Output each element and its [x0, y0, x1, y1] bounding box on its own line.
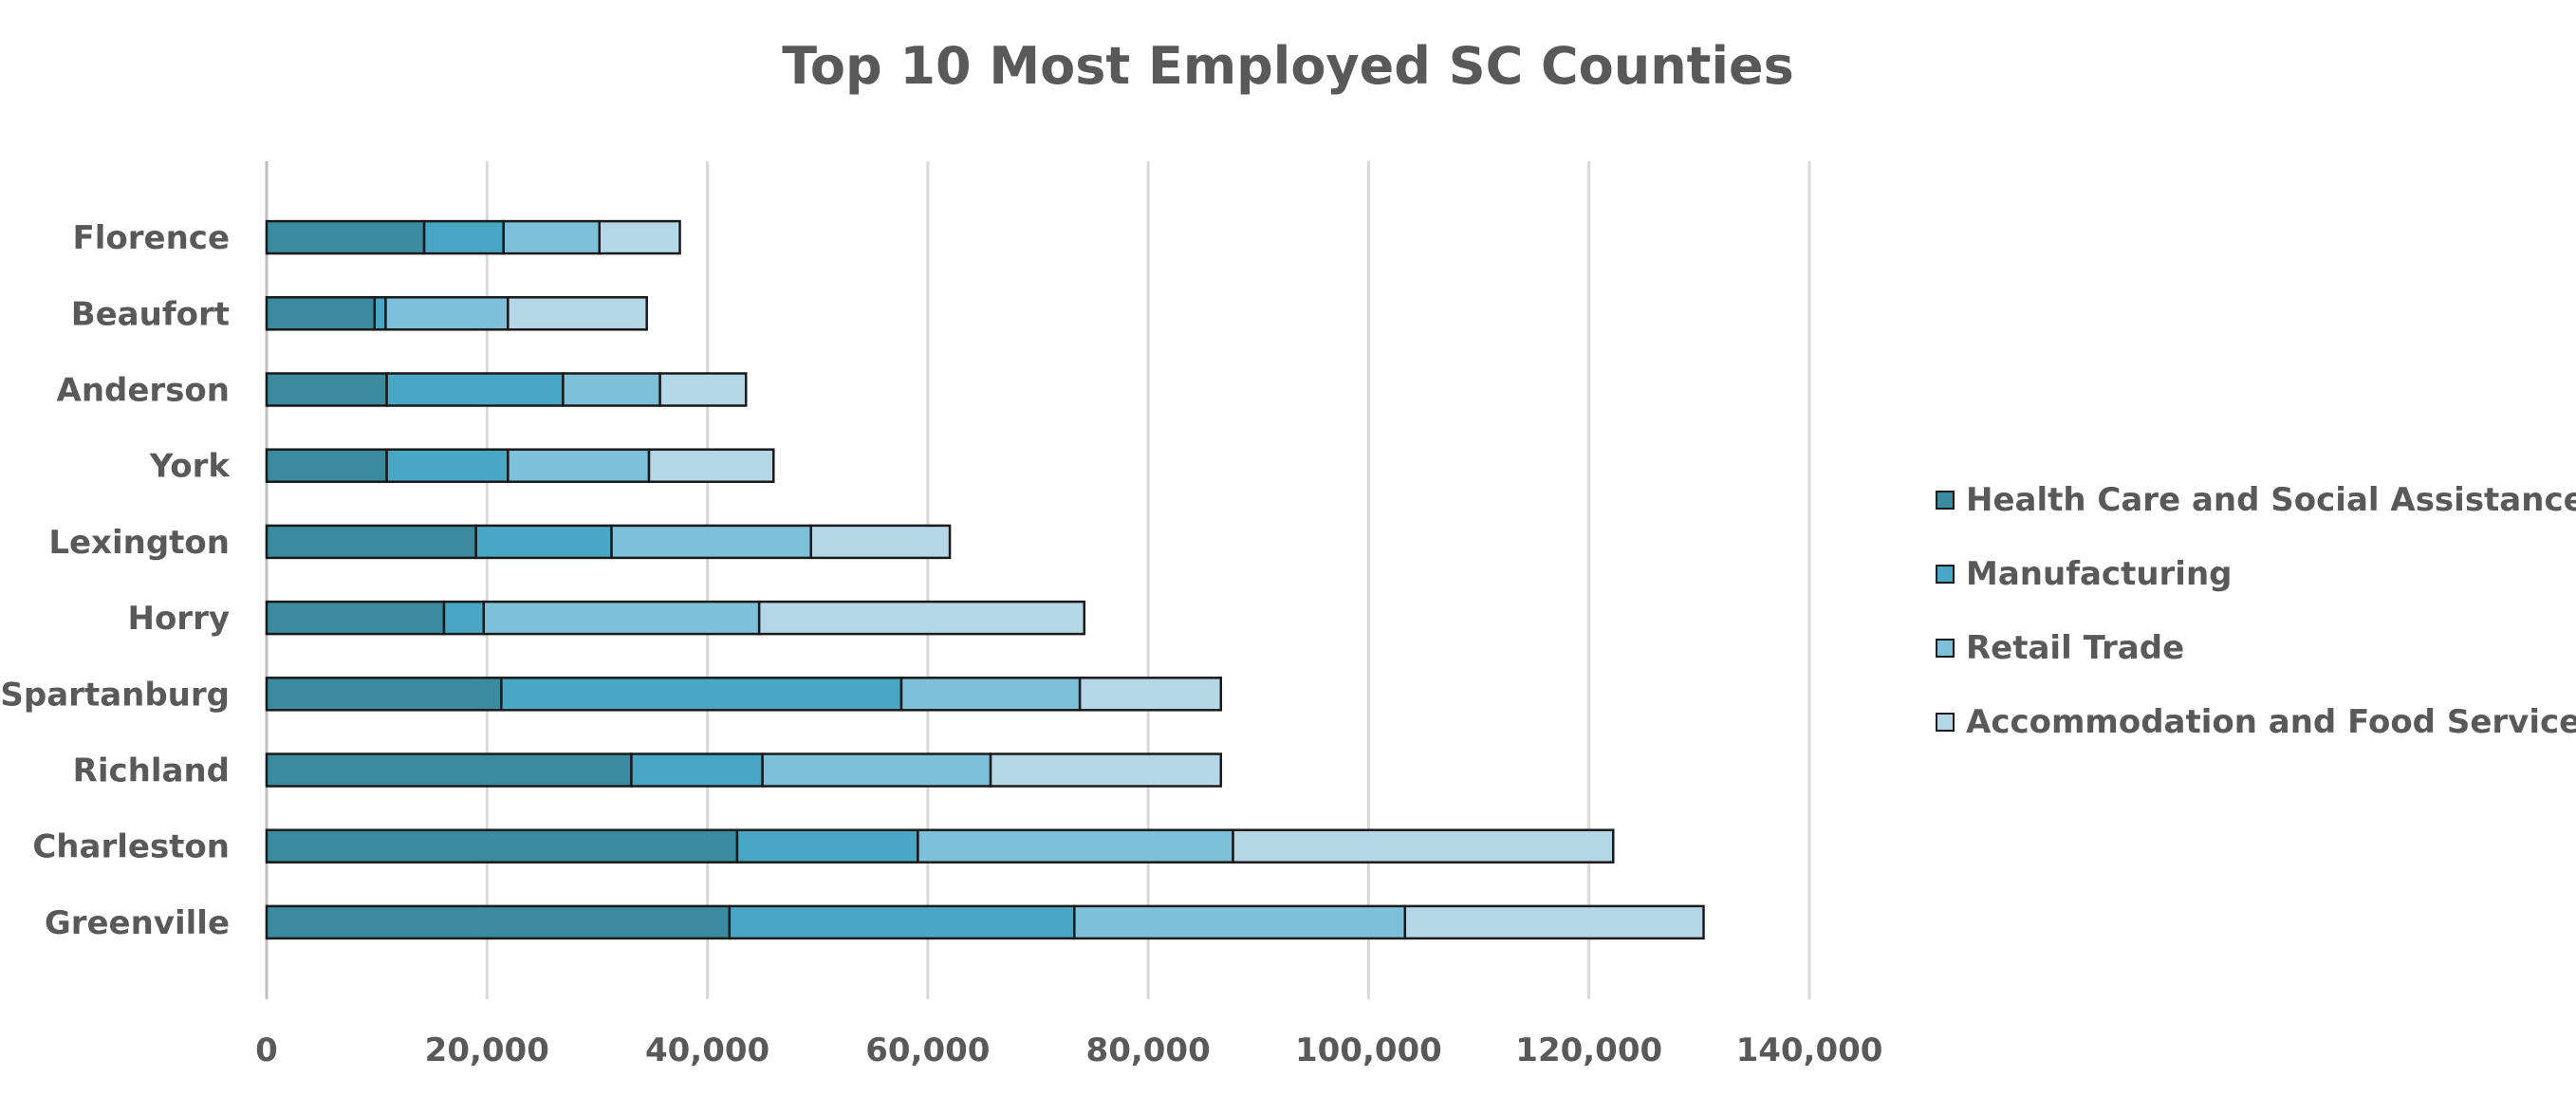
bar-segment	[265, 677, 503, 712]
bar-segment	[385, 448, 510, 483]
legend-swatch	[1936, 565, 1955, 584]
bars	[265, 219, 1705, 940]
category-label: Spartanburg	[0, 676, 230, 714]
bar-segment	[598, 219, 681, 255]
bar-segment	[1403, 904, 1705, 940]
bar-segment	[384, 296, 510, 331]
bar-segment	[265, 600, 446, 636]
category-labels: Florence Beaufort Anderson York Lexington Hor…	[0, 219, 231, 942]
bar-segment	[265, 448, 388, 483]
x-tick-label: 120,000	[1515, 1031, 1662, 1069]
bar-segment	[735, 828, 919, 864]
legend: Health Care and Social Assistance Manufac…	[1936, 463, 2576, 759]
legend-item: Manufacturing	[1936, 537, 2576, 611]
chart-title: Top 10 Most Employed SC Counties	[782, 36, 1794, 96]
legend-label: Health Care and Social Assistance	[1966, 481, 2576, 519]
x-tick-label: 140,000	[1736, 1031, 1883, 1069]
category-label: Richland	[73, 752, 230, 790]
bar-segment	[1232, 828, 1615, 864]
legend-swatch	[1936, 713, 1955, 732]
x-tick-label: 40,000	[645, 1031, 769, 1069]
category-label: Horry	[127, 600, 230, 638]
bar-segment	[373, 296, 387, 331]
bar-segment	[728, 904, 1076, 940]
legend-item: Health Care and Social Assistance	[1936, 463, 2576, 537]
bar-segment	[385, 372, 565, 407]
bar-segment	[265, 524, 477, 560]
x-tick-label: 80,000	[1086, 1031, 1211, 1069]
category-label: Anderson	[57, 372, 230, 410]
bar-segment	[917, 828, 1234, 864]
legend-swatch	[1936, 639, 1955, 658]
legend-label: Manufacturing	[1966, 555, 2233, 593]
bar-segment	[474, 524, 613, 560]
bar-segment	[500, 677, 903, 712]
category-label: Lexington	[48, 524, 230, 562]
legend-swatch	[1936, 491, 1955, 510]
bar-segment	[630, 752, 764, 788]
legend-label: Retail Trade	[1966, 629, 2185, 667]
x-tick-label: 100,000	[1295, 1031, 1442, 1069]
bar-segment	[757, 600, 1086, 636]
bar-segment	[265, 219, 426, 255]
bar-segment	[265, 296, 377, 331]
bar-segment	[442, 600, 486, 636]
bar-segment	[265, 372, 388, 407]
bar-segment	[761, 752, 992, 788]
bar-segment	[989, 752, 1223, 788]
bar-segment	[507, 296, 648, 331]
legend-item: Retail Trade	[1936, 611, 2576, 685]
x-tick-label: 0	[255, 1031, 278, 1069]
category-label: Greenville	[45, 904, 230, 942]
bar-segment	[422, 219, 505, 255]
bar-segment	[809, 524, 952, 560]
category-label: Beaufort	[71, 295, 230, 333]
bar-segment	[1078, 677, 1223, 712]
bar-segment	[647, 448, 775, 483]
bar-segment	[610, 524, 812, 560]
bar-segment	[265, 904, 732, 940]
legend-label: Accommodation and Food Services	[1966, 703, 2576, 741]
bar-segment	[265, 752, 633, 788]
x-tick-label: 60,000	[865, 1031, 990, 1069]
bar-segment	[502, 219, 602, 255]
x-tick-label: 20,000	[425, 1031, 549, 1069]
category-label: York	[149, 448, 232, 486]
bar-segment	[482, 600, 761, 636]
bar-segment	[562, 372, 661, 407]
x-axis-ticks: 0 20,000 40,000 60,000 80,000 100,000 120,000 1…	[255, 1031, 1882, 1069]
category-label: Florence	[73, 219, 230, 257]
category-label: Charleston	[32, 828, 230, 866]
legend-item: Accommodation and Food Services	[1936, 685, 2576, 759]
gridlines	[265, 161, 1811, 999]
bar-segment	[899, 677, 1082, 712]
bar-segment	[658, 372, 748, 407]
bar-segment	[507, 448, 651, 483]
bar-segment	[265, 828, 739, 864]
bar-segment	[1073, 904, 1407, 940]
